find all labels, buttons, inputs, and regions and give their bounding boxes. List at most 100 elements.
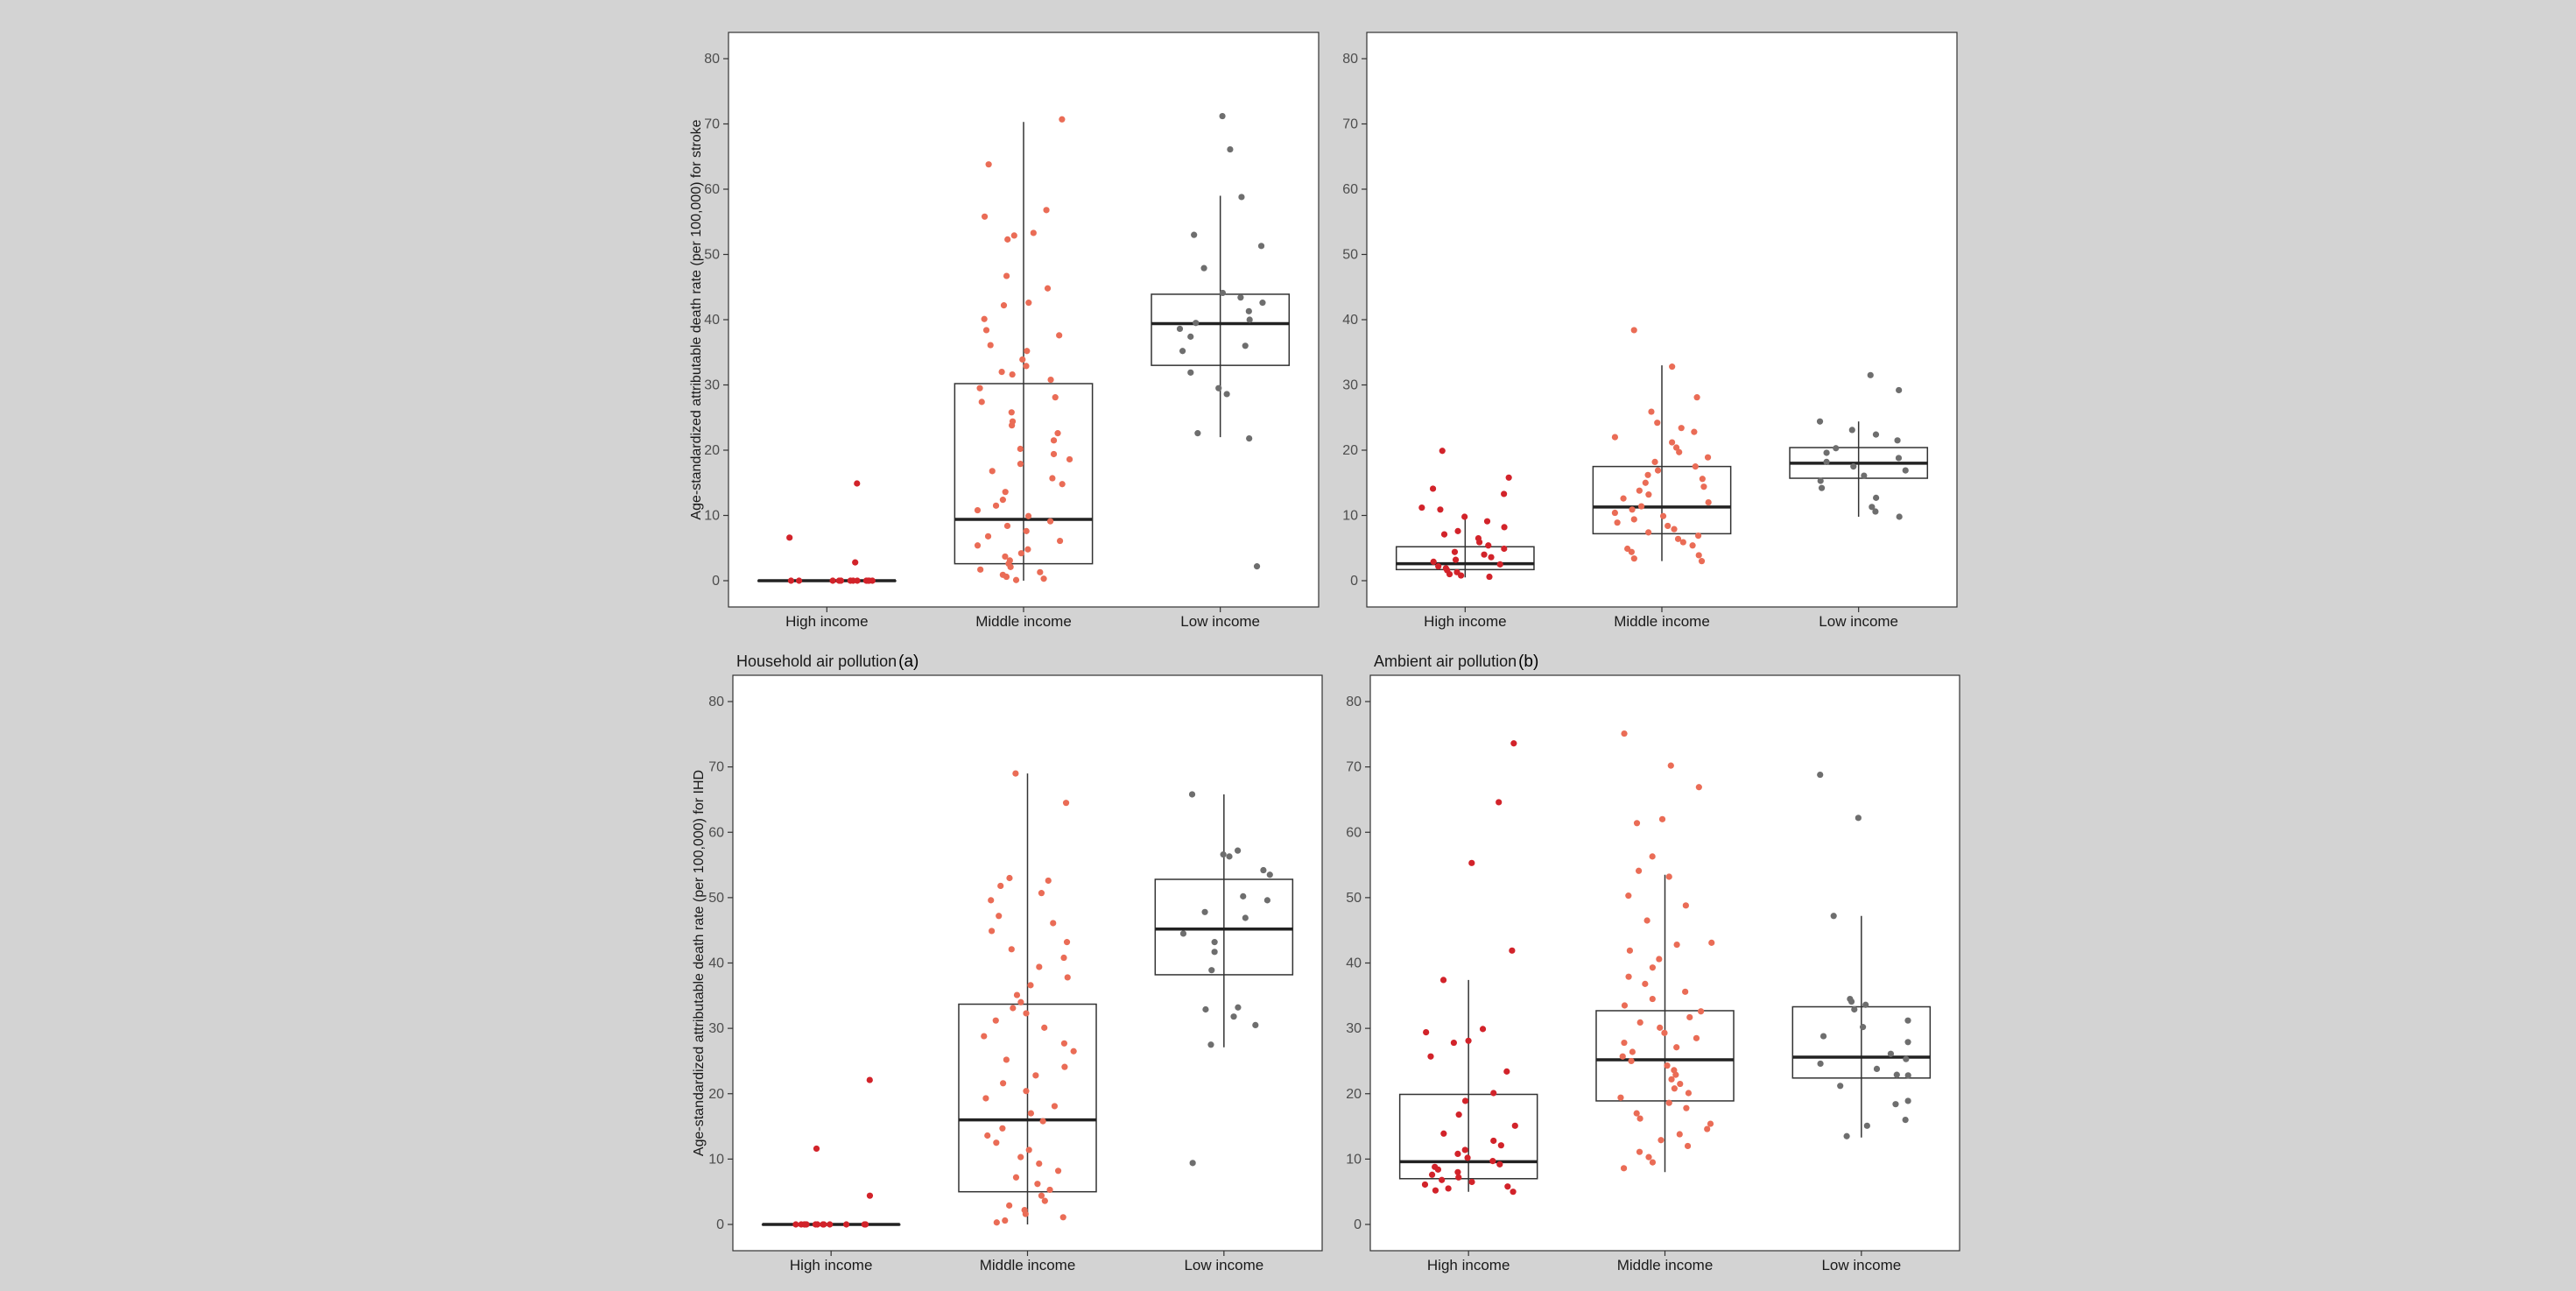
data-point bbox=[813, 1145, 820, 1153]
data-point bbox=[801, 1221, 809, 1228]
data-point bbox=[1047, 376, 1054, 384]
data-point bbox=[1896, 386, 1903, 394]
data-point bbox=[1207, 1041, 1214, 1048]
data-point bbox=[1625, 973, 1632, 980]
data-point bbox=[1464, 1154, 1471, 1161]
y-tick-label: 30 bbox=[1346, 1021, 1362, 1036]
data-point bbox=[866, 1192, 874, 1199]
data-point bbox=[1665, 1099, 1672, 1106]
y-tick-label: 50 bbox=[708, 891, 724, 906]
x-tick-label: Low income bbox=[1821, 1257, 1901, 1273]
data-point bbox=[1642, 479, 1649, 486]
data-point bbox=[1904, 1039, 1911, 1046]
x-tick-label: Low income bbox=[1180, 613, 1260, 630]
data-point bbox=[1621, 1039, 1628, 1047]
data-point bbox=[1025, 1146, 1032, 1153]
data-point bbox=[864, 577, 871, 584]
data-point bbox=[1479, 1026, 1487, 1033]
data-point bbox=[1060, 954, 1067, 962]
data-point bbox=[998, 369, 1005, 376]
data-point bbox=[1023, 1010, 1030, 1017]
data-point bbox=[1061, 1063, 1068, 1070]
data-point bbox=[1246, 434, 1253, 442]
data-point bbox=[981, 1033, 988, 1040]
data-point bbox=[1699, 476, 1706, 483]
box bbox=[1154, 878, 1294, 976]
box bbox=[1791, 1005, 1932, 1079]
data-point bbox=[1219, 112, 1226, 120]
data-point bbox=[1455, 1111, 1462, 1118]
y-tick-label: 70 bbox=[1342, 117, 1358, 132]
data-point bbox=[1833, 445, 1840, 452]
y-tick-label: 80 bbox=[1342, 52, 1358, 67]
data-point bbox=[1509, 947, 1516, 954]
data-point bbox=[1684, 1142, 1692, 1150]
y-tick-label: 80 bbox=[708, 695, 724, 709]
data-point bbox=[1708, 939, 1715, 946]
data-point bbox=[1017, 445, 1024, 453]
data-point bbox=[999, 497, 1006, 504]
data-point bbox=[1036, 963, 1043, 970]
data-point bbox=[1440, 1130, 1447, 1137]
data-point bbox=[1230, 1013, 1237, 1020]
data-point bbox=[992, 1017, 999, 1024]
data-point bbox=[1017, 1153, 1024, 1160]
data-point bbox=[1201, 908, 1208, 915]
data-point bbox=[1220, 851, 1227, 858]
y-tick-label: 40 bbox=[704, 313, 720, 328]
data-point bbox=[1037, 568, 1044, 575]
box bbox=[1595, 1010, 1735, 1102]
data-point bbox=[1895, 455, 1903, 462]
data-point bbox=[988, 897, 995, 904]
data-point bbox=[1629, 506, 1636, 513]
data-point bbox=[999, 1125, 1006, 1132]
data-point bbox=[1700, 483, 1707, 490]
data-point bbox=[1023, 527, 1030, 534]
data-point bbox=[1656, 956, 1663, 963]
data-point bbox=[1677, 1080, 1684, 1088]
data-point bbox=[985, 161, 992, 168]
data-point bbox=[837, 577, 845, 584]
data-point bbox=[978, 399, 985, 406]
data-point bbox=[1017, 998, 1024, 1005]
data-point bbox=[1672, 1071, 1679, 1078]
data-point bbox=[1692, 463, 1699, 470]
data-point bbox=[1850, 463, 1857, 470]
data-point bbox=[1621, 1002, 1629, 1009]
data-point bbox=[1418, 504, 1425, 511]
data-point bbox=[1227, 145, 1234, 153]
data-point bbox=[1226, 853, 1233, 860]
data-point bbox=[1012, 770, 1019, 777]
data-point bbox=[1649, 853, 1656, 860]
data-point bbox=[1054, 430, 1061, 437]
x-tick-label: Middle income bbox=[980, 1257, 1076, 1273]
data-point bbox=[1843, 1132, 1850, 1139]
data-point bbox=[1873, 1065, 1881, 1072]
data-point bbox=[1649, 964, 1656, 971]
data-point bbox=[989, 928, 996, 935]
box bbox=[954, 383, 1094, 565]
data-point bbox=[1628, 548, 1635, 555]
data-point bbox=[1040, 575, 1047, 582]
data-point bbox=[1468, 1178, 1475, 1186]
data-point bbox=[1461, 513, 1468, 520]
box bbox=[1395, 546, 1535, 571]
data-point bbox=[1620, 495, 1627, 502]
data-point bbox=[1066, 455, 1073, 463]
x-tick-label: Middle income bbox=[1614, 613, 1710, 630]
data-point bbox=[996, 913, 1003, 920]
data-point bbox=[1851, 1005, 1858, 1013]
data-point bbox=[1625, 892, 1632, 899]
data-point bbox=[1468, 859, 1475, 866]
data-point bbox=[1659, 512, 1667, 519]
data-point bbox=[1454, 1150, 1461, 1158]
data-point bbox=[1238, 194, 1245, 201]
data-point bbox=[1030, 229, 1037, 236]
data-point bbox=[1439, 448, 1446, 455]
data-point bbox=[1193, 320, 1200, 327]
data-point bbox=[1188, 791, 1196, 798]
y-tick-label: 80 bbox=[1346, 695, 1362, 709]
y-tick-label: 70 bbox=[1346, 760, 1362, 775]
y-tick-label: 0 bbox=[1350, 574, 1358, 589]
